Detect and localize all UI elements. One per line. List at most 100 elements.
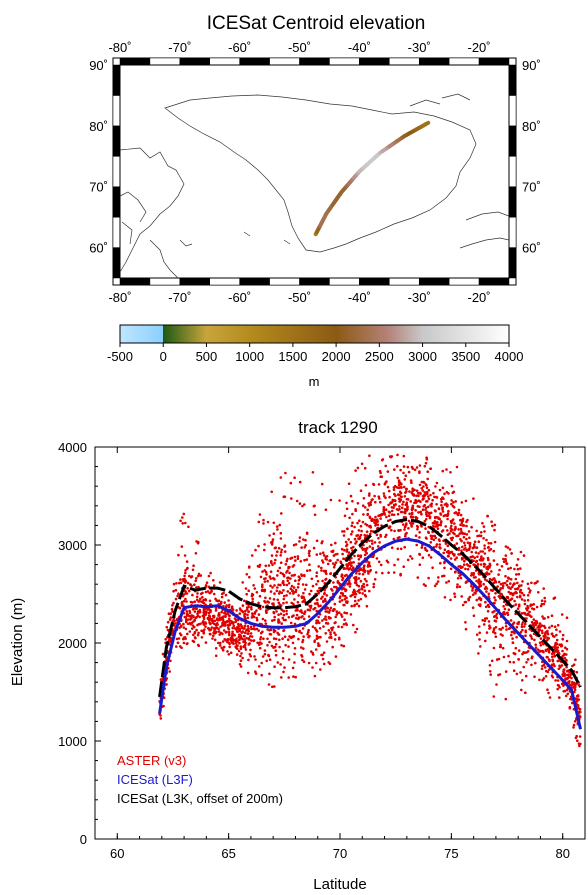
aster-point [439, 513, 443, 516]
aster-point [530, 603, 534, 607]
aster-point [224, 605, 228, 609]
aster-point [550, 663, 554, 667]
aster-point [506, 613, 510, 617]
aster-point [255, 627, 259, 631]
x-tick-label: 80 [555, 846, 569, 861]
aster-point [245, 608, 249, 611]
aster-point [320, 566, 323, 570]
aster-point [302, 635, 305, 638]
aster-point [555, 638, 559, 642]
aster-point [272, 610, 276, 614]
colorbar-tick-label: 2000 [322, 349, 351, 364]
aster-point [184, 627, 188, 631]
aster-point [192, 633, 195, 637]
aster-point [503, 607, 507, 611]
aster-point [396, 547, 400, 551]
aster-point [393, 529, 396, 533]
aster-point [416, 576, 420, 579]
aster-points [158, 453, 582, 748]
aster-point [282, 613, 286, 617]
aster-point [464, 627, 468, 631]
checker-left [112, 247, 121, 279]
aster-point [478, 583, 481, 586]
aster-point [308, 549, 311, 553]
aster-point [488, 624, 491, 627]
aster-point [301, 658, 304, 662]
aster-point [368, 504, 371, 507]
aster-point [393, 563, 396, 567]
aster-point [438, 488, 442, 492]
aster-point [230, 639, 233, 642]
aster-point [396, 476, 400, 480]
aster-point [273, 561, 276, 565]
aster-point [308, 554, 311, 557]
aster-point [175, 618, 179, 622]
aster-point [492, 630, 495, 634]
aster-point [280, 548, 284, 552]
aster-point [454, 500, 458, 503]
aster-point [473, 540, 477, 544]
aster-point [434, 536, 438, 540]
aster-point [356, 590, 360, 593]
aster-point [271, 619, 274, 622]
aster-point [483, 563, 487, 566]
aster-point [446, 517, 449, 521]
aster-point [478, 638, 481, 641]
aster-point [399, 468, 402, 472]
aster-point [429, 534, 433, 538]
aster-point [327, 629, 331, 632]
aster-point [206, 617, 210, 620]
aster-point [546, 670, 550, 674]
aster-point [355, 583, 359, 587]
checker-top [119, 57, 151, 66]
aster-point [524, 691, 527, 695]
aster-point [329, 572, 333, 575]
aster-point [214, 607, 218, 610]
aster-point [322, 569, 326, 573]
aster-point [351, 530, 354, 533]
aster-point [518, 584, 521, 587]
aster-point [437, 523, 441, 527]
aster-point [301, 504, 304, 508]
lon-label-top: -20˚ [468, 40, 491, 55]
aster-point [406, 558, 410, 562]
aster-point [423, 519, 427, 523]
aster-point [545, 639, 549, 642]
aster-point [393, 468, 396, 471]
aster-point [359, 579, 363, 583]
aster-point [446, 529, 449, 532]
aster-point [463, 560, 466, 563]
aster-point [355, 572, 358, 575]
aster-point [360, 587, 363, 590]
aster-point [420, 512, 423, 516]
aster-point [340, 625, 344, 629]
x-tick-label: 70 [333, 846, 347, 861]
aster-point [282, 609, 285, 613]
aster-point [520, 591, 524, 595]
aster-point [367, 563, 371, 567]
aster-point [227, 653, 231, 656]
aster-point [519, 567, 522, 570]
aster-point [292, 543, 296, 547]
aster-point [359, 489, 363, 493]
aster-point [297, 575, 301, 578]
aster-point [427, 576, 430, 580]
aster-point [284, 643, 287, 647]
aster-point [345, 543, 349, 546]
aster-point [183, 554, 187, 557]
aster-point [502, 655, 506, 659]
aster-point [313, 674, 317, 678]
checker-top [359, 57, 390, 66]
aster-point [493, 601, 496, 605]
aster-point [244, 648, 248, 651]
aster-point [420, 487, 424, 490]
aster-point [208, 591, 212, 595]
aster-point [273, 685, 276, 688]
aster-point [404, 534, 407, 538]
aster-point [424, 548, 427, 551]
aster-point [282, 583, 286, 586]
aster-point [248, 565, 251, 568]
aster-point [457, 546, 461, 550]
aster-point [249, 648, 252, 652]
aster-point [392, 488, 396, 492]
